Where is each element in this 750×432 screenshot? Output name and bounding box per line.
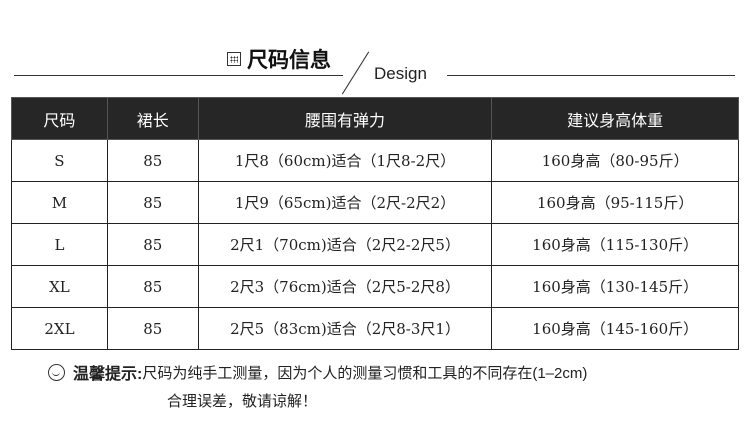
table-cell: 160身高（115-130斤）	[491, 223, 739, 266]
table-row: 2XL 85 2尺5（83cm)适合（2尺8-3尺1） 160身高（145-160斤）	[11, 307, 739, 350]
table-cell: XL	[11, 265, 108, 308]
table-cell: 85	[106, 307, 199, 350]
table-header-row: 尺码 裙长 腰围有弹力 建议身高体重	[11, 97, 739, 140]
table-cell: 85	[106, 139, 199, 182]
column-header: 尺码	[11, 97, 108, 140]
table-cell: 2XL	[11, 307, 108, 350]
table-row: S 85 1尺8（60cm)适合（1尺8-2尺） 160身高（80-95斤）	[11, 139, 739, 182]
table-cell: 2尺5（83cm)适合（2尺8-3尺1）	[197, 307, 493, 350]
header-rule-right	[447, 75, 735, 76]
title-text: 尺码信息	[247, 49, 331, 72]
table-cell: 160身高（145-160斤）	[491, 307, 739, 350]
table-cell: L	[11, 223, 108, 266]
tip-text: 尺码为纯手工测量，因为个人的测量习惯和工具的不同存在(1–2cm)	[142, 364, 588, 382]
column-header: 裙长	[106, 97, 199, 140]
table-cell: 1尺9（65cm)适合（2尺-2尺2）	[197, 181, 493, 224]
table-row: L 85 2尺1（70cm)适合（2尺2-2尺5） 160身高（115-130斤）	[11, 223, 739, 266]
calendar-icon	[227, 52, 241, 66]
section-title: 尺码信息	[227, 44, 331, 74]
table-cell: M	[11, 181, 108, 224]
table-cell: 85	[106, 265, 199, 308]
table-row: XL 85 2尺3（76cm)适合（2尺5-2尺8） 160身高（130-145斤）	[11, 265, 739, 308]
table-row: M 85 1尺9（65cm)适合（2尺-2尺2） 160身高（95-115斤）	[11, 181, 739, 224]
header-rule-left	[14, 75, 343, 76]
tip-line-1: 温馨提示: 尺码为纯手工测量，因为个人的测量习惯和工具的不同存在(1–2cm)	[48, 360, 587, 384]
table-cell: S	[11, 139, 108, 182]
tip-line-2: 合理误差，敬请谅解！	[167, 393, 318, 410]
table-cell: 160身高（130-145斤）	[491, 265, 739, 308]
tip-label: 温馨提示:	[73, 366, 143, 383]
table-cell: 160身高（80-95斤）	[491, 139, 739, 182]
column-header: 腰围有弹力	[197, 97, 493, 140]
divider-slash	[341, 51, 370, 95]
table-cell: 85	[106, 181, 199, 224]
size-table: 尺码 裙长 腰围有弹力 建议身高体重 S 85 1尺8（60cm)适合（1尺8-2尺…	[11, 97, 739, 350]
table-cell: 2尺3（76cm)适合（2尺5-2尺8）	[197, 265, 493, 308]
table-cell: 1尺8（60cm)适合（1尺8-2尺）	[197, 139, 493, 182]
design-subtitle: Design	[374, 64, 427, 83]
column-header: 建议身高体重	[491, 97, 739, 140]
smiley-icon	[48, 363, 65, 381]
table-cell: 160身高（95-115斤）	[491, 181, 739, 224]
table-cell: 85	[106, 223, 199, 266]
table-cell: 2尺1（70cm)适合（2尺2-2尺5）	[197, 223, 493, 266]
